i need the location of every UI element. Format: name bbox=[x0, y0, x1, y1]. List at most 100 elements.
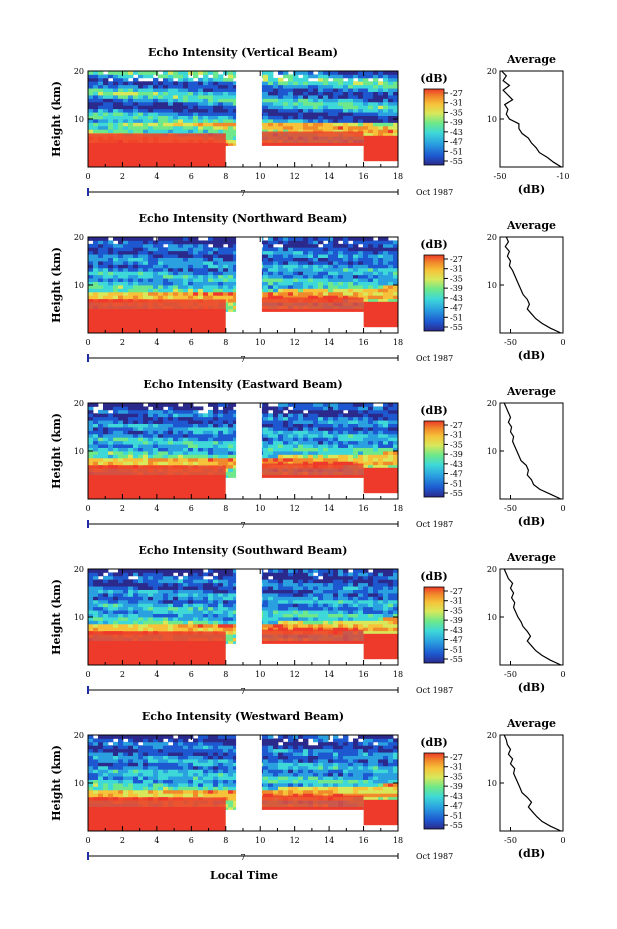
heatmap-cell bbox=[113, 267, 119, 272]
heatmap-cell bbox=[318, 274, 324, 279]
panel-title: Echo Intensity (Northward Beam) bbox=[139, 212, 348, 225]
heatmap-cell bbox=[223, 437, 229, 442]
heatmap-cell bbox=[343, 288, 349, 293]
heatmap-cell bbox=[338, 250, 344, 255]
heatmap-cell bbox=[353, 112, 359, 116]
heatmap-cell bbox=[338, 108, 344, 113]
heatmap-cell bbox=[348, 95, 354, 99]
heatmap-cell bbox=[343, 457, 349, 462]
heatmap-cell bbox=[228, 122, 234, 127]
heatmap-cell bbox=[128, 274, 134, 279]
heatmap-cell bbox=[273, 108, 279, 113]
heatmap-cell bbox=[183, 281, 189, 286]
heatmap-cell bbox=[373, 125, 379, 130]
heatmap-cell bbox=[363, 112, 369, 116]
heatmap-cell bbox=[123, 77, 129, 82]
heatmap-cell bbox=[328, 257, 334, 262]
heatmap-cell bbox=[158, 101, 164, 106]
heatmap-cell bbox=[173, 430, 179, 435]
heatmap-cell bbox=[133, 281, 139, 286]
heatmap-cell bbox=[158, 278, 164, 282]
heatmap-cell bbox=[268, 267, 274, 272]
heatmap-cell bbox=[93, 95, 99, 99]
heatmap-cell bbox=[388, 288, 394, 293]
heatmap-cell bbox=[203, 98, 209, 103]
heatmap-cell bbox=[218, 247, 224, 252]
heatmap-cell bbox=[213, 285, 219, 289]
heatmap-cell bbox=[198, 264, 204, 269]
heatmap-cell bbox=[298, 112, 304, 116]
heatmap-cell bbox=[308, 430, 314, 435]
heatmap-cell bbox=[178, 264, 184, 269]
heatmap-cell bbox=[393, 240, 399, 245]
heatmap-cell bbox=[133, 295, 139, 300]
heatmap-cell bbox=[273, 274, 279, 279]
heatmap-cell bbox=[188, 278, 194, 282]
heatmap-cell bbox=[128, 433, 134, 438]
heatmap-cell bbox=[198, 257, 204, 262]
heatmap-cell bbox=[113, 88, 119, 92]
heatmap-cell bbox=[128, 115, 134, 120]
heatmap-cell bbox=[218, 295, 224, 300]
heatmap-cell bbox=[268, 247, 274, 252]
heatmap-cell bbox=[203, 430, 209, 435]
heatmap-cell bbox=[168, 427, 174, 431]
heatmap-cell bbox=[368, 119, 374, 123]
heatmap-cell bbox=[388, 129, 394, 134]
heatmap-cell bbox=[313, 254, 319, 258]
heatmap-cell bbox=[228, 274, 234, 279]
heatmap-cell bbox=[98, 430, 104, 435]
heatmap-cell bbox=[108, 257, 114, 262]
heatmap-cell bbox=[163, 129, 169, 134]
heatmap-cell bbox=[198, 427, 204, 431]
heatmap-cell bbox=[168, 105, 174, 110]
heatmap-cell bbox=[178, 257, 184, 262]
heatmap-cell bbox=[333, 74, 339, 79]
heatmap-cell bbox=[103, 77, 109, 82]
heatmap-cell bbox=[148, 122, 154, 127]
heatmap-cell bbox=[133, 250, 139, 255]
heatmap-cell bbox=[318, 454, 324, 459]
heatmap-cell bbox=[88, 423, 94, 428]
heatmap-cell bbox=[158, 423, 164, 428]
heatmap-cell bbox=[373, 288, 379, 293]
heatmap-cell bbox=[173, 291, 179, 296]
heatmap-cell bbox=[228, 139, 234, 144]
heatmap-cell bbox=[113, 247, 119, 252]
heatmap-cell bbox=[153, 105, 159, 110]
heatmap-cell bbox=[323, 125, 329, 130]
heatmap-cell bbox=[98, 444, 104, 448]
heatmap-cell bbox=[183, 108, 189, 113]
heatmap-cell bbox=[203, 257, 209, 262]
heatmap-cell bbox=[298, 444, 304, 448]
heatmap-cell bbox=[383, 254, 389, 258]
heatmap-cell bbox=[88, 74, 94, 79]
heatmap-cell bbox=[353, 119, 359, 123]
heatmap-cell bbox=[368, 464, 374, 469]
heatmap-cell bbox=[168, 247, 174, 252]
heatmap-cell bbox=[158, 98, 164, 103]
heatmap-cell bbox=[218, 115, 224, 120]
heatmap-cell bbox=[108, 461, 114, 466]
heatmap-cell bbox=[228, 305, 234, 310]
heatmap-cell bbox=[328, 264, 334, 269]
heatmap-cell bbox=[353, 122, 359, 127]
profile-y-tick-label: 20 bbox=[487, 233, 497, 242]
heatmap-cell bbox=[358, 433, 364, 438]
heatmap-cell bbox=[183, 250, 189, 255]
heatmap-cell bbox=[128, 440, 134, 445]
heatmap-cell bbox=[183, 437, 189, 442]
heatmap-cell bbox=[373, 81, 379, 86]
heatmap-cell bbox=[273, 77, 279, 82]
heatmap-cell bbox=[103, 84, 109, 89]
heatmap-cell bbox=[278, 274, 284, 279]
heatmap-cell bbox=[303, 95, 309, 99]
heatmap-cell bbox=[118, 427, 124, 431]
heatmap-cell bbox=[113, 420, 119, 424]
heatmap-cell bbox=[223, 254, 229, 258]
heatmap-cell bbox=[278, 119, 284, 123]
heatmap-cell bbox=[368, 112, 374, 116]
heatmap-cell bbox=[383, 423, 389, 428]
heatmap-cell bbox=[293, 461, 299, 466]
heatmap-cell bbox=[113, 112, 119, 116]
